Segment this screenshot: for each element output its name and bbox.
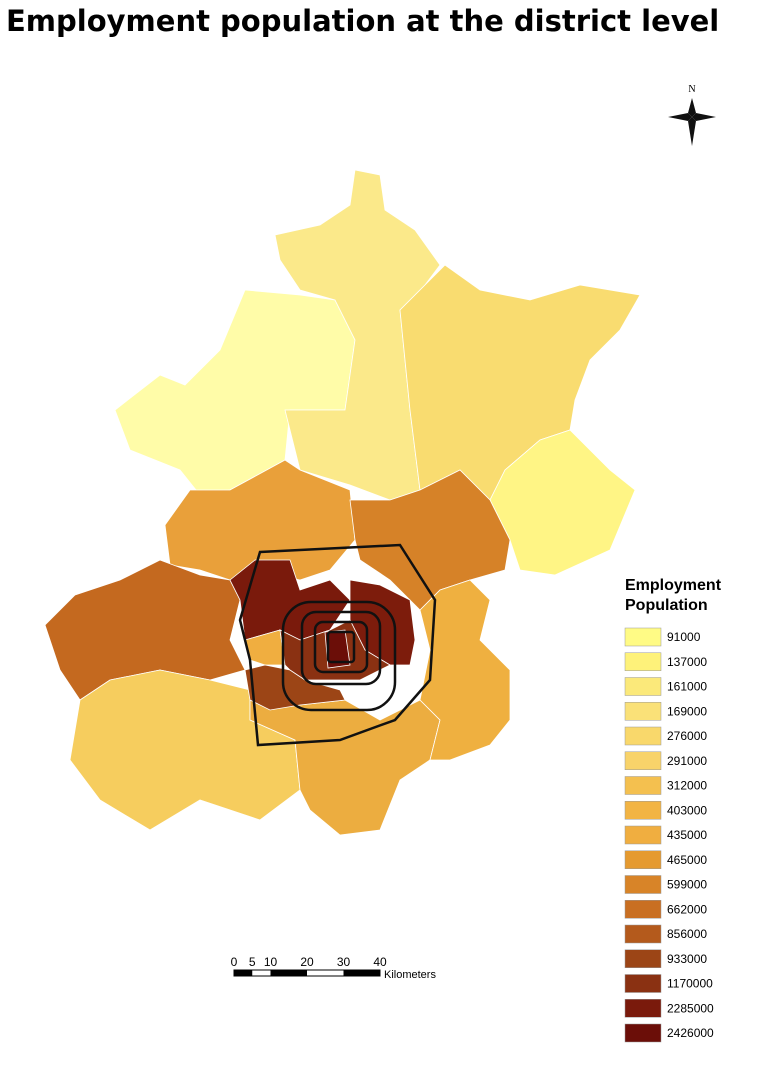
scale-segment (234, 970, 253, 976)
legend-label: 933000 (667, 952, 707, 966)
compass: N (668, 84, 716, 146)
legend-label: 161000 (667, 680, 707, 694)
district (229, 559, 351, 641)
district (419, 579, 511, 761)
district (399, 264, 641, 501)
scale-tick-label: 5 (249, 955, 256, 969)
compass-rose (668, 113, 692, 121)
legend-swatch (624, 751, 662, 770)
legend-label: 599000 (667, 878, 707, 892)
compass-rose (692, 113, 716, 121)
district (244, 664, 346, 711)
legend-label: 91000 (667, 630, 701, 644)
ring-road (313, 620, 369, 674)
legend-swatch (624, 825, 662, 845)
scale-tick-label: 20 (300, 955, 314, 969)
districts (44, 169, 641, 836)
legend-swatch (624, 726, 662, 746)
legend-swatch (624, 999, 662, 1018)
legend-label: 276000 (667, 729, 707, 743)
legend-swatch (624, 801, 662, 820)
ring-road (238, 543, 437, 747)
north-label: N (688, 84, 695, 95)
legend-swatch (624, 900, 662, 919)
legend-swatch (624, 1023, 662, 1043)
legend-swatch (624, 875, 662, 894)
scale-segment (270, 970, 307, 976)
scale-tick-label: 30 (337, 955, 351, 969)
legend-swatch (624, 924, 662, 944)
legend-swatch (624, 677, 662, 696)
legend-label: 2426000 (667, 1026, 714, 1040)
legend-title: Employment Population (625, 577, 722, 614)
legend-label: 291000 (667, 754, 707, 768)
legend-label: 312000 (667, 779, 707, 793)
scale-tick-label: 0 (231, 955, 238, 969)
legend-swatch (624, 702, 662, 721)
scale-tick-label: 40 (373, 955, 387, 969)
legend-label: 1170000 (667, 977, 713, 991)
legend-swatch (624, 850, 662, 869)
ring-road (326, 630, 356, 664)
scale-unit: Kilometers (384, 969, 436, 981)
legend-swatch (624, 652, 662, 671)
legend-swatch (624, 974, 662, 993)
compass-rose (688, 98, 696, 117)
legend: 91000 137000 161000 169000 276000 291000 31200… (624, 627, 714, 1043)
ring-road (281, 600, 397, 712)
legend-swatch (624, 776, 662, 795)
legend-label: 403000 (667, 803, 707, 817)
legend-swatch (624, 949, 662, 968)
legend-label: 169000 (667, 704, 707, 718)
legend-label: 137000 (667, 655, 707, 669)
legend-label: 465000 (667, 853, 707, 867)
ring-roads (238, 543, 437, 747)
map-title: Employment population at the district le… (6, 4, 720, 38)
legend-label: 856000 (667, 927, 707, 941)
legend-label: 435000 (667, 828, 707, 842)
legend-swatch (624, 627, 662, 647)
scale-tick-label: 10 (264, 955, 278, 969)
district (349, 469, 511, 611)
legend-label: 2285000 (667, 1001, 714, 1015)
ring-road (300, 610, 382, 686)
scale-segment (343, 970, 380, 976)
legend-label: 662000 (667, 902, 707, 916)
compass-rose (688, 117, 696, 146)
